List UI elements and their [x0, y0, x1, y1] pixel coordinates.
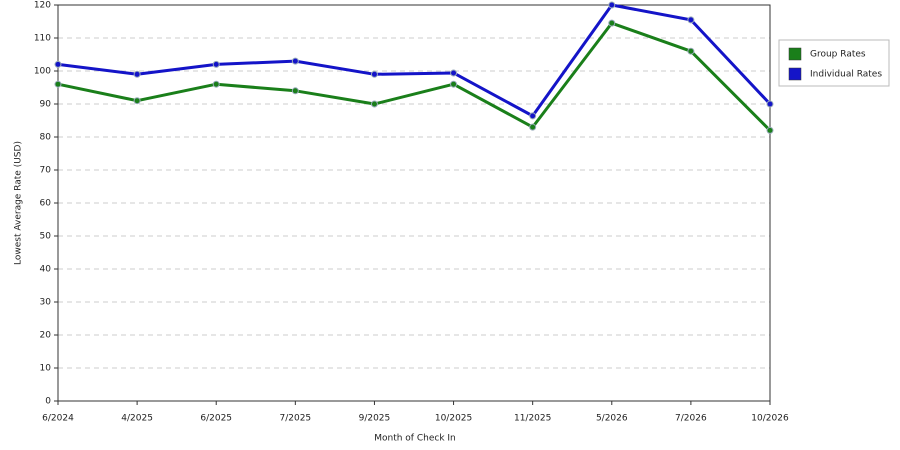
data-point: [608, 19, 616, 27]
series-line: [57, 3, 772, 118]
x-tick-label: 10/2026: [751, 414, 789, 424]
legend-label: Individual Rates: [810, 70, 882, 80]
series-line: [57, 21, 772, 132]
data-point: [687, 47, 695, 55]
data-point: [291, 87, 299, 95]
y-tick-label: 50: [40, 232, 52, 242]
x-tick-label: 7/2025: [279, 414, 311, 424]
data-point: [370, 100, 378, 108]
y-tick-label: 110: [34, 34, 51, 44]
y-tick-label: 90: [40, 100, 52, 110]
x-tick-label: 10/2025: [435, 414, 472, 424]
x-tick-label: 7/2026: [675, 414, 707, 424]
y-tick-label: 10: [40, 364, 52, 374]
y-tick-label: 20: [40, 331, 52, 341]
data-point: [133, 97, 141, 105]
data-point: [766, 100, 774, 108]
y-tick-label: 100: [34, 67, 51, 77]
legend-label: Group Rates: [810, 50, 866, 60]
y-tick-label: 0: [45, 397, 51, 407]
y-tick-label: 120: [34, 1, 51, 11]
x-tick-label: 9/2025: [359, 414, 391, 424]
y-axis-label: Lowest Average Rate (USD): [14, 141, 24, 265]
x-axis-label: Month of Check In: [374, 434, 456, 444]
data-point: [529, 112, 537, 120]
y-tick-label: 70: [40, 166, 52, 176]
x-tick-label: 5/2026: [596, 414, 628, 424]
data-point: [370, 70, 378, 78]
y-tick-label: 80: [40, 133, 52, 143]
data-point: [766, 126, 774, 134]
data-point: [212, 60, 220, 68]
data-point: [212, 80, 220, 88]
data-point: [133, 70, 141, 78]
x-tick-label: 4/2025: [121, 414, 153, 424]
y-tick-label: 60: [40, 199, 52, 209]
data-point: [54, 80, 62, 88]
x-tick-label: 11/2025: [514, 414, 551, 424]
legend-swatch: [788, 67, 802, 81]
data-point: [608, 1, 616, 9]
data-point: [54, 60, 62, 68]
x-tick-label: 6/2025: [200, 414, 232, 424]
data-point: [450, 69, 458, 77]
data-point: [529, 123, 537, 131]
y-tick-label: 30: [40, 298, 52, 308]
legend-swatch: [788, 47, 802, 61]
data-point: [450, 80, 458, 88]
plot-frame: [57, 4, 771, 402]
x-tick-label: 6/2024: [42, 414, 74, 424]
data-point: [687, 16, 695, 24]
data-point: [291, 57, 299, 65]
y-tick-label: 40: [40, 265, 52, 275]
